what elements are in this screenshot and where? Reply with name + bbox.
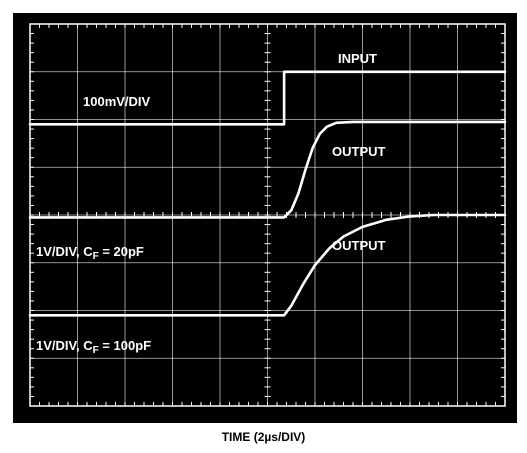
output2-scale-label: 1V/DIV, CF = 100pF: [36, 338, 151, 356]
trace-line: [28, 120, 507, 219]
output1-scale-prefix: 1V/DIV, C: [36, 244, 93, 259]
output1-scale-suffix: = 20pF: [99, 244, 144, 259]
output2-scale-subscript: F: [93, 345, 99, 356]
input-label: INPUT: [338, 51, 377, 66]
trace-line: [28, 213, 507, 317]
input-scale-label: 100mV/DIV: [83, 94, 151, 109]
x-axis-label: TIME (2µs/DIV): [221, 430, 306, 444]
output2-scale-suffix: = 100pF: [99, 338, 151, 353]
output1-scale-subscript: F: [93, 251, 99, 262]
traces: [28, 70, 507, 317]
trace-line: [28, 70, 507, 126]
graticule: [29, 23, 506, 407]
output2-label: OUTPUT: [332, 238, 386, 253]
output2-scale-prefix: 1V/DIV, C: [36, 338, 93, 353]
output1-scale-label: 1V/DIV, CF = 20pF: [36, 244, 144, 262]
output1-label: OUTPUT: [332, 144, 386, 159]
